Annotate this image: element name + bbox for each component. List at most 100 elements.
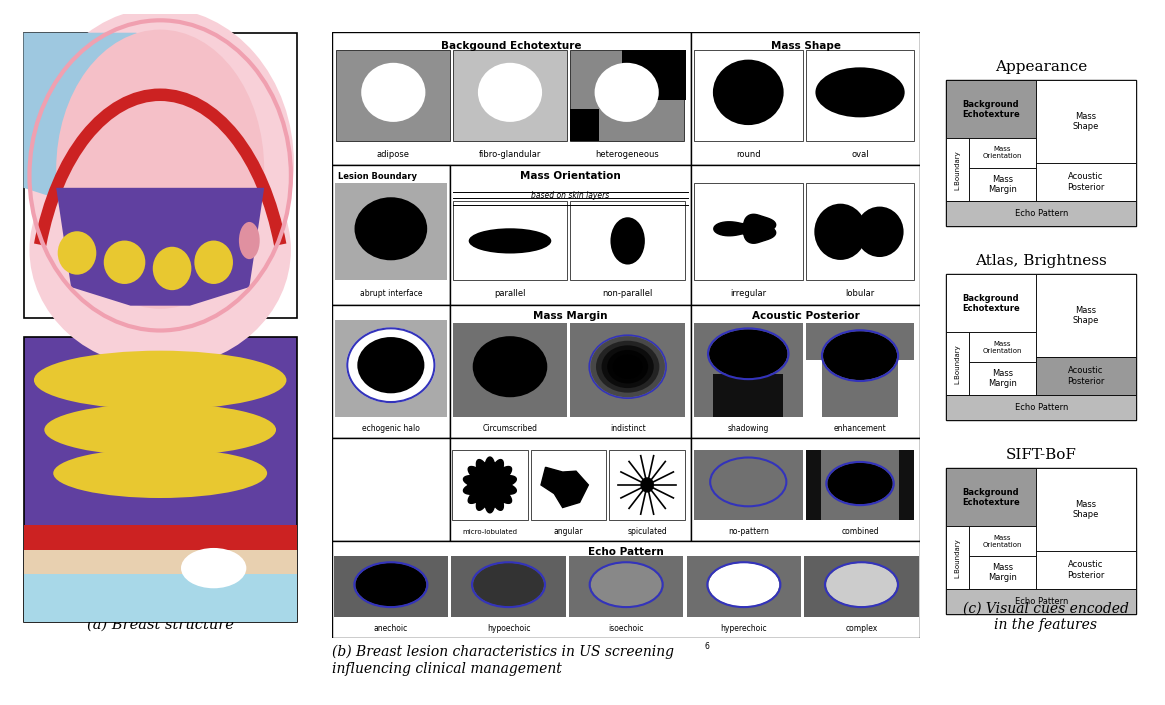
Bar [969,362,1036,395]
Bar [691,165,920,305]
Text: isoechoic: isoechoic [608,625,644,633]
Bar [806,183,915,281]
Text: Acoustic Posterior: Acoustic Posterior [751,311,860,321]
Ellipse shape [826,563,897,606]
Ellipse shape [473,563,544,606]
Text: Atlas, Brightness: Atlas, Brightness [975,255,1107,268]
Ellipse shape [709,329,788,378]
Bar [691,32,920,165]
Bar [453,50,567,141]
Polygon shape [56,188,264,306]
Text: adipose: adipose [376,149,410,159]
Bar [1036,163,1136,201]
Ellipse shape [181,548,246,588]
Ellipse shape [58,231,97,275]
Text: anechoic: anechoic [374,625,408,633]
Text: based on skin layers: based on skin layers [531,190,609,200]
Ellipse shape [104,240,146,284]
Ellipse shape [641,477,654,493]
Ellipse shape [816,68,905,117]
Text: Mass
Margin: Mass Margin [988,563,1017,582]
Bar [453,323,567,417]
Ellipse shape [596,341,659,393]
Bar [609,450,685,520]
Bar [946,527,969,589]
Bar [337,50,450,141]
Bar [969,333,1036,362]
Text: no-pattern: no-pattern [728,527,769,537]
Bar [332,32,691,165]
Text: Lesion Boundary: Lesion Boundary [338,173,417,181]
Text: Acoustic
Posterior: Acoustic Posterior [1067,367,1104,386]
Ellipse shape [856,207,904,257]
Bar [946,201,1136,226]
Ellipse shape [195,240,233,284]
Text: non-parallel: non-parallel [602,289,652,298]
Bar [531,450,606,520]
Bar [571,202,685,281]
Text: enhancement: enhancement [834,424,887,434]
Ellipse shape [478,63,542,122]
Text: (a) Breast structure: (a) Breast structure [86,618,234,632]
Bar [694,450,803,520]
Text: Echo Pattern: Echo Pattern [1015,597,1068,606]
Text: Mass
Shape: Mass Shape [1073,306,1099,326]
Bar [806,50,915,141]
Ellipse shape [239,222,260,259]
Text: Acoustic
Posterior: Acoustic Posterior [1067,173,1104,192]
Ellipse shape [473,336,548,397]
Ellipse shape [613,355,643,379]
Text: angular: angular [553,527,584,537]
Text: Mass
Orientation: Mass Orientation [982,147,1022,159]
Bar [806,450,915,520]
Ellipse shape [354,197,428,260]
Bar [450,305,691,438]
Bar [806,323,915,417]
Text: $^6$: $^6$ [704,642,711,651]
Ellipse shape [822,331,897,380]
Text: Background
Echotexture: Background Echotexture [962,99,1019,119]
Text: round: round [736,149,761,159]
Text: lobular: lobular [846,289,875,298]
Ellipse shape [594,63,658,122]
Bar [450,165,691,305]
Ellipse shape [56,30,264,309]
Bar [694,183,803,281]
Text: L.Boundary: L.Boundary [955,150,961,190]
Text: (c) Visual cues encoded
in the features: (c) Visual cues encoded in the features [962,602,1129,632]
Bar [332,305,450,438]
Bar [23,575,297,622]
Text: L.Boundary: L.Boundary [955,538,961,577]
Bar [969,168,1036,201]
Bar [946,274,1036,333]
Text: Mass
Orientation: Mass Orientation [982,341,1022,353]
Text: Mass
Margin: Mass Margin [988,175,1017,194]
Bar [23,549,297,575]
Bar [334,556,447,617]
Text: Mass
Shape: Mass Shape [1073,112,1099,131]
Text: Backgound Echotexture: Backgound Echotexture [442,41,581,51]
Text: echogenic halo: echogenic halo [362,424,419,434]
Bar [332,438,450,541]
Text: parallel: parallel [494,289,525,298]
Bar [570,556,683,617]
Text: shadowing: shadowing [728,424,769,434]
Bar [23,525,297,551]
Text: hyperechoic: hyperechoic [720,625,768,633]
Bar [946,589,1136,614]
Text: fibro-glandular: fibro-glandular [479,149,542,159]
Ellipse shape [708,563,779,606]
Ellipse shape [355,563,426,606]
Text: (b) Breast lesion characteristics in US screening
influencing clinical managemen: (b) Breast lesion characteristics in US … [332,645,675,675]
Bar [969,138,1036,168]
Text: Acoustic
Posterior: Acoustic Posterior [1067,560,1104,580]
Ellipse shape [27,8,294,318]
Ellipse shape [29,132,291,368]
Ellipse shape [607,350,648,384]
Ellipse shape [610,217,645,264]
Bar [452,450,528,520]
Ellipse shape [713,60,784,125]
Bar [622,50,686,100]
Polygon shape [541,467,588,508]
Polygon shape [714,214,776,243]
